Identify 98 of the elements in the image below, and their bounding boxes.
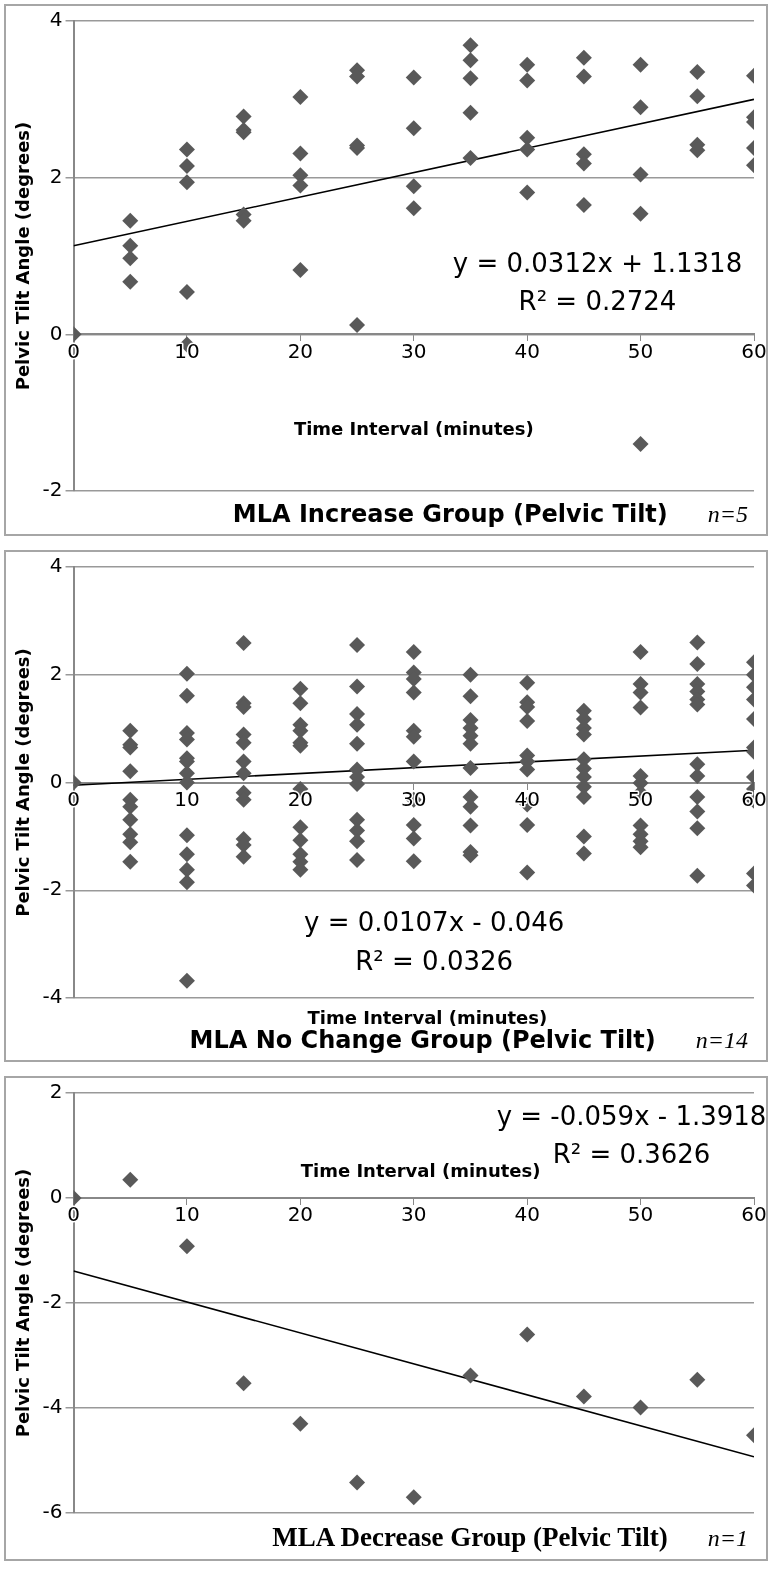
point	[122, 1171, 139, 1188]
point	[462, 37, 479, 54]
point	[632, 436, 649, 452]
y-tick-label: 0	[49, 768, 63, 793]
point	[689, 63, 706, 80]
point	[349, 1474, 366, 1491]
point	[632, 1399, 649, 1416]
x-axis-title: Time Interval (minutes)	[307, 1007, 548, 1029]
x-tick-label: 10	[174, 1202, 200, 1227]
y-tick-label: 2	[49, 163, 63, 188]
x-tick-label: 0	[67, 1202, 80, 1227]
text: n=5	[707, 501, 748, 528]
point	[632, 166, 649, 183]
text: MLA No Change Group (Pelvic Tilt)	[189, 1026, 656, 1054]
x-tick-label: 20	[287, 786, 314, 811]
y-tick-label: 0	[49, 1184, 63, 1209]
x-tick-label: 50	[627, 338, 654, 363]
point	[178, 174, 195, 191]
point	[632, 205, 649, 222]
y-tick-label: -2	[42, 477, 63, 502]
x-tick-label: 20	[287, 338, 314, 363]
point	[519, 1326, 536, 1343]
point	[292, 262, 309, 279]
text: MLA Increase Group (Pelvic Tilt)	[232, 500, 668, 528]
x-tick-label: 10	[174, 786, 200, 811]
point	[178, 1238, 195, 1255]
x-tick-label: 60	[741, 1202, 767, 1227]
text: n=1	[707, 1525, 748, 1552]
point	[235, 108, 252, 125]
point	[122, 273, 139, 290]
y-tick-label: -2	[42, 1289, 63, 1314]
point	[235, 1375, 252, 1392]
y-tick-label: 0	[49, 320, 63, 345]
point	[405, 200, 422, 217]
x-tick-label: 30	[401, 1202, 427, 1227]
point	[292, 88, 309, 105]
point	[575, 1388, 592, 1405]
x-tick-label: 50	[627, 786, 654, 811]
point	[349, 316, 366, 333]
y-tick-label: -6	[42, 1499, 63, 1524]
point	[575, 197, 592, 214]
point	[462, 52, 479, 69]
x-tick-label: 40	[514, 1202, 540, 1227]
x-tick-label: 60	[741, 338, 767, 363]
point	[178, 141, 195, 158]
annotation: R² = 0.2724	[518, 285, 677, 316]
annotation: y = 0.0107x - 0.046	[303, 907, 565, 938]
x-axis-title: Time Interval (minutes)	[300, 1160, 541, 1182]
y-axis-title: Pelvic Tilt Angle (degrees)	[12, 648, 34, 917]
point	[575, 68, 592, 85]
point	[405, 178, 422, 195]
x-tick-label: 40	[514, 338, 540, 363]
point	[405, 1489, 422, 1506]
point	[292, 1415, 309, 1432]
y-tick-label: -4	[42, 984, 63, 1009]
annotation: R² = 0.0326	[355, 946, 514, 977]
point	[178, 157, 195, 174]
y-tick-label: 2	[49, 660, 63, 685]
y-axis-title: Pelvic Tilt Angle (degrees)	[12, 1168, 34, 1438]
point	[405, 69, 422, 86]
point	[122, 212, 139, 229]
x-tick-label: 0	[67, 786, 80, 811]
y-tick-label: 4	[49, 553, 63, 578]
point	[689, 88, 706, 105]
point	[462, 70, 479, 87]
x-tick-label: 20	[287, 1202, 314, 1227]
point	[519, 129, 536, 146]
point	[405, 120, 422, 137]
x-tick-label: 10	[174, 338, 200, 363]
point	[462, 104, 479, 121]
point	[689, 1371, 706, 1388]
x-tick-label: 30	[401, 338, 427, 363]
y-tick-label: 4	[49, 7, 63, 32]
point	[462, 150, 479, 167]
point	[519, 184, 536, 201]
x-tick-label: 0	[67, 338, 80, 363]
point	[575, 49, 592, 66]
text: n=14	[695, 1027, 748, 1054]
text: MLA Decrease Group (Pelvic Tilt)	[272, 1522, 668, 1553]
y-tick-label: 2	[49, 1079, 63, 1104]
point	[632, 56, 649, 73]
annotation: y = -0.059x - 1.3918	[496, 1100, 767, 1131]
annotation: y = 0.0312x + 1.1318	[452, 248, 743, 279]
point	[519, 141, 536, 158]
point	[632, 99, 649, 116]
point	[462, 1367, 479, 1384]
y-axis-title: Pelvic Tilt Angle (degrees)	[12, 121, 34, 391]
y-tick-label: -2	[42, 876, 63, 901]
x-axis-title: Time Interval (minutes)	[293, 417, 534, 439]
point	[122, 237, 139, 254]
y-tick-label: -4	[42, 1394, 63, 1419]
point	[519, 72, 536, 89]
x-tick-label: 50	[627, 1202, 654, 1227]
point	[178, 284, 195, 301]
point	[292, 145, 309, 162]
annotation: R² = 0.3626	[552, 1138, 711, 1169]
point	[519, 56, 536, 73]
point	[122, 250, 139, 267]
